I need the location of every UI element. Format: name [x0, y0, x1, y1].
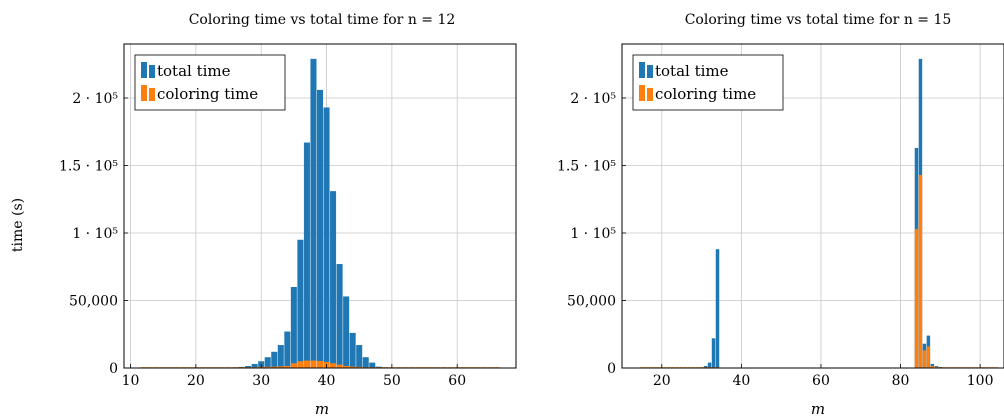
- coloring-time-bar: [264, 366, 271, 368]
- legend-box: [134, 54, 286, 111]
- total-time-bar: [277, 345, 284, 368]
- total-time-bar: [303, 142, 310, 368]
- coloring-time-bar: [356, 366, 363, 368]
- total-time-bar: [290, 287, 297, 368]
- y-tick-label: 0: [607, 361, 616, 377]
- coloring-time-bar: [330, 363, 337, 368]
- total-time-bar: [343, 296, 350, 368]
- legend-swatch: [639, 85, 645, 101]
- legend-box: [632, 54, 784, 111]
- coloring-time-bar: [290, 363, 297, 368]
- y-tick-label: 1 · 10⁵: [570, 226, 616, 242]
- legend-swatch: [149, 65, 155, 78]
- chart-n12: Coloring time vs total time for n = 12 t…: [10, 12, 517, 418]
- total-time-bar: [251, 363, 258, 368]
- total-time-bar: [284, 331, 291, 368]
- total-time-bar: [715, 249, 720, 368]
- x-tick-label: 80: [892, 373, 910, 389]
- total-time-bar: [330, 191, 337, 368]
- y-tick-label: 1 · 10⁵: [72, 226, 118, 242]
- y-tick-label: 1.5 · 10⁵: [557, 159, 616, 175]
- coloring-time-bar: [303, 360, 310, 368]
- x-tick-label: 10: [122, 373, 140, 389]
- ticks: 10 20 30 40 50 60 0 50,000 1 · 10⁵ 1.5 · 10⁵ 2 · 1…: [59, 91, 466, 389]
- coloring-time-bar: [934, 366, 939, 368]
- coloring-time-bar: [918, 174, 923, 368]
- total-time-bar: [707, 362, 712, 368]
- total-time-bar: [369, 362, 376, 368]
- total-time-bar: [356, 345, 363, 368]
- x-tick-label: 60: [812, 373, 830, 389]
- coloring-time-bar: [271, 366, 278, 368]
- legend-swatch: [639, 62, 645, 78]
- x-tick-label: 20: [653, 373, 671, 389]
- x-tick-label: 40: [318, 373, 336, 389]
- total-time-bar: [362, 357, 369, 368]
- total-time-bar: [245, 365, 252, 368]
- x-tick-label: 20: [187, 373, 205, 389]
- legend-swatch: [647, 65, 653, 78]
- legend-label: total time: [655, 62, 729, 80]
- total-time-bar: [323, 107, 330, 368]
- x-tick-label: 100: [967, 373, 994, 389]
- y-tick-label: 50,000: [567, 294, 616, 310]
- y-tick-label: 50,000: [69, 294, 118, 310]
- coloring-time-bar: [343, 365, 350, 368]
- x-axis-label: m: [811, 400, 825, 418]
- y-tick-label: 2 · 10⁵: [72, 91, 118, 107]
- chart-n15: Coloring time vs total time for n = 15 m…: [557, 12, 1004, 418]
- y-axis-label: time (s): [10, 198, 26, 252]
- legend-swatch: [141, 62, 147, 78]
- y-tick-label: 1.5 · 10⁵: [59, 159, 118, 175]
- x-tick-label: 40: [732, 373, 750, 389]
- plot-frame: [621, 43, 1004, 369]
- legend-label: total time: [157, 62, 231, 80]
- legend-label: coloring time: [655, 85, 756, 103]
- coloring-time-bar: [336, 364, 343, 368]
- coloring-time-bar: [297, 361, 304, 368]
- total-time-bar: [711, 338, 716, 368]
- coloring-time-bar: [349, 366, 356, 368]
- y-tick-label: 2 · 10⁵: [570, 91, 616, 107]
- x-tick-label: 50: [383, 373, 401, 389]
- coloring-time-bar: [310, 360, 317, 368]
- coloring-time-bar: [316, 360, 324, 368]
- coloring-time-bar: [284, 365, 291, 368]
- coloring-time-bar: [930, 365, 935, 368]
- coloring-time-bar: [277, 366, 284, 368]
- legend-swatch: [149, 88, 155, 101]
- chart-title: Coloring time vs total time for n = 12: [189, 12, 456, 28]
- coloring-time-bar: [914, 228, 919, 368]
- legend-label: coloring time: [157, 85, 258, 103]
- y-tick-label: 0: [109, 361, 118, 377]
- total-time-bar: [310, 58, 317, 368]
- total-time-bar: [316, 89, 324, 369]
- ticks: 20 40 60 80 100 0 50,000 1 · 10⁵ 1.5 · 10⁵ 2 · 10…: [557, 91, 994, 389]
- legend-swatch: [141, 85, 147, 101]
- total-time-bar: [264, 357, 271, 368]
- legend-swatch: [647, 88, 653, 101]
- total-time-bar: [297, 239, 304, 368]
- chart-title: Coloring time vs total time for n = 15: [685, 12, 952, 28]
- coloring-time-bar: [922, 350, 927, 368]
- total-time-bar: [336, 264, 343, 368]
- plot-frame: [123, 43, 517, 369]
- total-time-bar: [349, 332, 356, 368]
- total-time-bar: [271, 351, 278, 368]
- legend: total time coloring time: [632, 54, 784, 111]
- coloring-time-bar: [926, 346, 931, 368]
- total-time-bar: [703, 365, 708, 368]
- legend: total time coloring time: [134, 54, 286, 111]
- x-tick-label: 30: [252, 373, 270, 389]
- x-tick-label: 60: [448, 373, 466, 389]
- x-axis-label: m: [315, 400, 329, 418]
